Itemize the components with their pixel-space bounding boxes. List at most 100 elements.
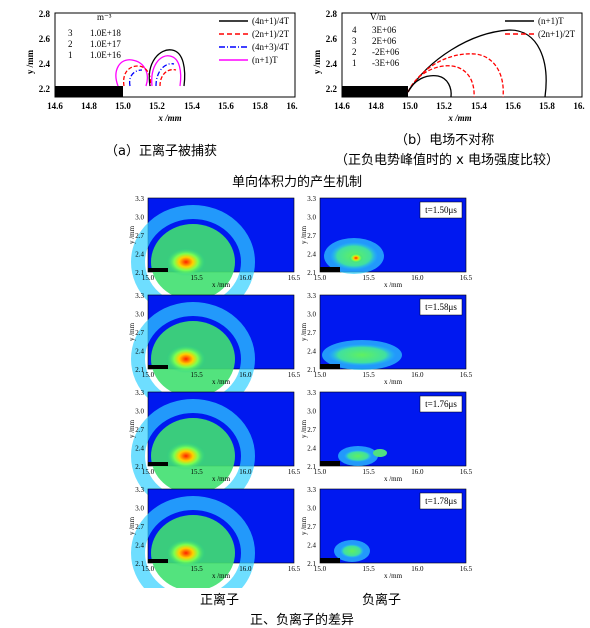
xtick: 15.6 [218,101,234,111]
column-label-negative: 负离子 [362,593,402,608]
ytick: 2.7 [307,426,316,434]
ytick: 2.4 [307,348,316,356]
xtick: 16.0 [411,565,424,573]
plume-body [340,544,364,558]
plume-shell [131,496,255,588]
xtick: 15.0 [115,101,131,111]
xtick: 15.5 [363,468,376,476]
density-panel: 3.3 3.0 2.7 2.4 2.1 y /mm 15.0 15.5 16.0 16.5 x /m… [128,486,301,588]
ytick: 3.3 [307,486,316,494]
ytick: 2.1 [307,366,316,374]
plot-b: 2.8 2.6 2.4 2.2 y /mm 14.6 14.8 15.0 15.… [312,9,585,123]
xtick: 16.0 [411,274,424,282]
density-panel: t=1.78μs 3.3 3.0 2.7 2.4 2.1 y /mm 15.0 15.5 16.0… [300,486,473,580]
xtick: 15.5 [191,371,204,379]
ytick: 2.1 [135,463,144,471]
xtick: 16.5 [460,274,473,282]
ytick: 2.4 [135,251,144,259]
density-panel: t=1.76μs 3.3 3.0 2.7 2.4 2.1 y /mm 15.0 15.5 16.0… [300,389,473,483]
level-value: -3E+06 [372,58,400,68]
density-panel: 3.3 3.0 2.7 2.4 2.1 y /mm 15.0 15.5 16.0 16.5 x /m… [128,389,301,513]
level-unit: m⁻³ [97,12,112,22]
level-id: 4 [352,25,357,35]
electrode [148,559,168,563]
plume-body [328,344,396,366]
section-title-1: 单向体积力的产生机制 [232,175,363,190]
xtick: 16.5 [288,468,301,476]
density-panel: 3.3 3.0 2.7 2.4 2.1 y /mm 15.0 15.5 16.0 16.5 x /m… [128,195,301,319]
plume-core [166,248,206,276]
xtick: 14.6 [334,101,350,111]
x-axis-label: x /mm [212,281,231,289]
plume-core [166,539,206,567]
xtick: 16.0 [411,468,424,476]
caption-a: （a）正离子被捕获 [105,144,217,159]
contour-curve [407,29,547,98]
electrode [148,365,168,369]
xtick: 15.0 [142,274,155,282]
x-axis-label: x /mm [447,113,471,123]
plot-a: 2.8 2.6 2.4 2.2 y /mm 14.6 14.8 15.0 15.… [25,9,298,123]
xtick: 16.5 [288,274,301,282]
ytick: 2.4 [307,542,316,550]
time-label: t=1.58μs [425,302,457,312]
y-axis-label: y /mm [128,516,136,535]
density-panel: t=1.50μs 3.3 3.0 2.7 2.4 2.1 y /mm 15.0 15.5 16.0… [300,195,473,289]
level-id: 2 [68,39,73,49]
ytick: 2.1 [135,366,144,374]
xtick: 15.2 [436,101,452,111]
ytick: 2.7 [307,329,316,337]
plot-a-xticks: 14.6 14.8 15.0 15.2 15.4 15.6 15.8 16. [47,101,298,111]
x-axis-label: x /mm [212,378,231,386]
xtick: 16.0 [411,371,424,379]
x-axis-label: x /mm [384,572,403,580]
ytick: 2.7 [307,232,316,240]
level-id: 1 [68,50,73,60]
x-axis-label: x /mm [384,281,403,289]
y-axis-label: y /mm [312,49,322,74]
electrode [55,86,123,97]
time-label: t=1.78μs [425,496,457,506]
xtick: 14.8 [368,101,384,111]
contour-curve [407,74,452,98]
xtick: 16.0 [239,274,252,282]
caption-b-sub: （正负电势峰值时的 x 电场强度比较） [335,153,559,168]
level-value: -2E+06 [372,47,400,57]
ytick: 2.7 [135,523,144,531]
plume-body [344,450,372,462]
ytick: 3.3 [135,486,144,494]
xtick: 15.4 [184,101,200,111]
xtick: 15.5 [363,274,376,282]
time-label-box [419,298,463,316]
x-axis-label: x /mm [384,378,403,386]
level-id: 1 [352,58,357,68]
legend-entry: (n+1)T [252,55,278,65]
plume-body [373,449,387,457]
ytick: 2.1 [135,269,144,277]
ytick: 3.0 [135,408,144,416]
xtick: 16.0 [239,565,252,573]
ytick: 2.4 [307,251,316,259]
xtick: 15.0 [142,565,155,573]
contour-curve [148,49,186,87]
plume-core [349,253,363,263]
ytick: 3.0 [135,311,144,319]
xtick: 14.6 [47,101,63,111]
ytick: 3.3 [307,292,316,300]
level-id: 3 [352,36,357,46]
xtick: 15.8 [539,101,555,111]
legend-entry: (2n+1)/2T [538,29,576,39]
ytick: 2.6 [39,34,51,44]
time-label: t=1.50μs [425,205,457,215]
xtick: 16.0 [239,371,252,379]
time-label-box [419,492,463,510]
electrode [320,558,340,563]
legend-entry: (4n+3)/4T [252,42,290,52]
ytick: 2.2 [326,84,338,94]
xtick: 15.5 [363,371,376,379]
xtick: 16. [573,101,584,111]
legend-entry: (4n+1)/4T [252,16,290,26]
xtick: 15.2 [149,101,165,111]
ytick: 3.0 [307,505,316,513]
contour-curve [115,59,148,87]
